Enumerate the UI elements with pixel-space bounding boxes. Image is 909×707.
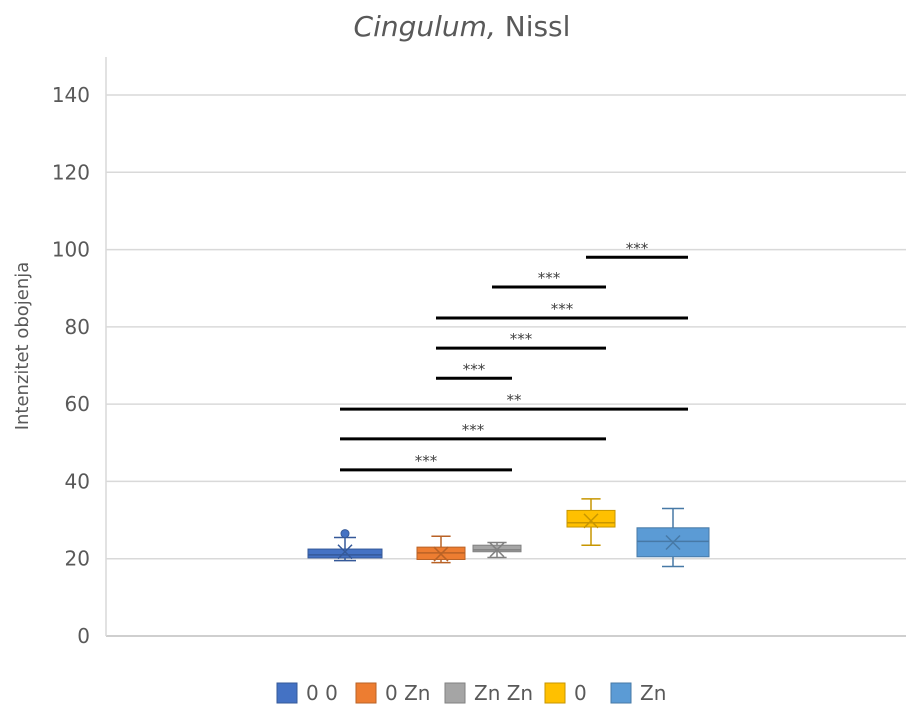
chart-title: Cingulum, Nissl bbox=[354, 10, 571, 43]
legend-item: 0 Zn bbox=[355, 681, 430, 705]
mean-marker bbox=[665, 534, 681, 551]
box-iqr bbox=[472, 544, 522, 553]
box-series-1 bbox=[416, 535, 466, 564]
outlier-point bbox=[340, 529, 350, 539]
significance-label: *** bbox=[510, 330, 533, 348]
significance-label: *** bbox=[551, 300, 574, 318]
legend-swatch bbox=[276, 682, 298, 704]
significance-bars: *********************** bbox=[340, 239, 688, 472]
legend-label: 0 bbox=[574, 681, 587, 705]
legend-swatch bbox=[444, 682, 466, 704]
y-tick-label: 20 bbox=[65, 547, 90, 571]
significance-label: ** bbox=[507, 391, 523, 409]
legend-item: Zn bbox=[610, 681, 666, 705]
box-iqr bbox=[636, 527, 710, 558]
legend: 0 0 0 Zn Zn Zn 0 Zn bbox=[276, 681, 666, 705]
box-iqr bbox=[307, 548, 383, 559]
legend-item: Zn Zn bbox=[444, 681, 533, 705]
mean-marker bbox=[489, 542, 505, 558]
legend-label: Zn bbox=[640, 681, 666, 705]
mean-marker bbox=[583, 513, 599, 529]
box-series-2 bbox=[472, 541, 522, 559]
boxes bbox=[307, 498, 710, 568]
gridlines bbox=[105, 57, 906, 637]
mean-marker bbox=[337, 544, 353, 560]
y-tick-label: 100 bbox=[52, 238, 90, 262]
legend-swatch bbox=[355, 682, 377, 704]
legend-label: Zn Zn bbox=[474, 681, 533, 705]
legend-item: 0 0 bbox=[276, 681, 338, 705]
y-tick-label: 0 bbox=[77, 624, 90, 648]
chart-title-rest: Nissl bbox=[496, 10, 571, 43]
y-tick-label: 140 bbox=[52, 83, 90, 107]
box-iqr bbox=[566, 509, 616, 528]
legend-item: 0 bbox=[544, 681, 587, 705]
significance-label: *** bbox=[463, 360, 486, 378]
box-series-0 bbox=[307, 529, 383, 562]
y-tick-label: 60 bbox=[65, 392, 90, 416]
y-tick-label: 40 bbox=[65, 469, 90, 493]
y-axis-ticks: 0 20 40 60 80 100 120 140 bbox=[52, 83, 90, 648]
legend-label: 0 0 bbox=[306, 681, 338, 705]
legend-swatch bbox=[610, 682, 632, 704]
significance-label: *** bbox=[538, 269, 561, 287]
significance-label: *** bbox=[626, 239, 649, 257]
chart-title-italic: Cingulum, bbox=[354, 10, 496, 43]
box-series-4 bbox=[636, 507, 710, 568]
significance-label: *** bbox=[462, 421, 485, 439]
mean-marker bbox=[433, 546, 449, 562]
legend-swatch bbox=[544, 682, 566, 704]
y-tick-label: 120 bbox=[52, 160, 90, 184]
y-tick-label: 80 bbox=[65, 315, 90, 339]
y-axis-title: Intenzitet obojenja bbox=[12, 262, 33, 431]
significance-label: *** bbox=[415, 452, 438, 470]
legend-label: 0 Zn bbox=[385, 681, 430, 705]
box-series-3 bbox=[566, 498, 616, 546]
